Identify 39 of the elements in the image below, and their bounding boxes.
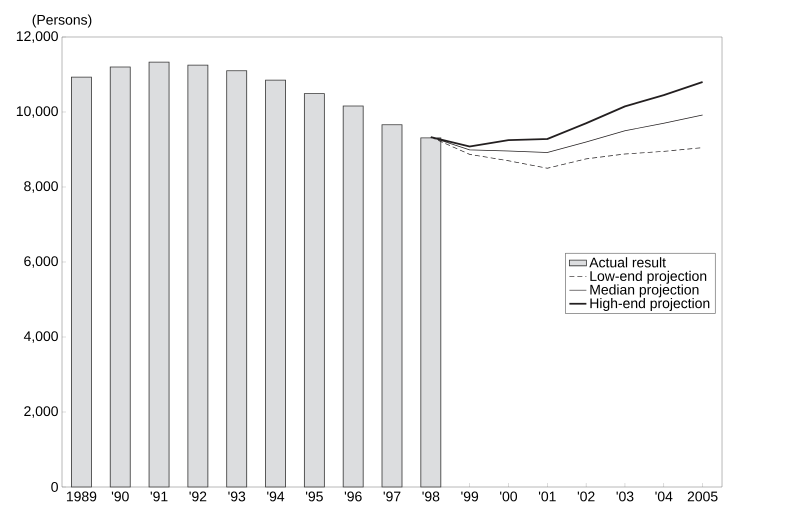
y-tick-label: 8,000 [24,181,58,193]
bar [420,137,442,488]
bar [110,66,131,488]
bar [148,62,170,488]
x-tick-label: '02 [578,492,595,502]
bar [265,80,286,488]
x-tick-label: '98 [422,492,440,502]
x-tick-label: 2005 [688,492,718,502]
bar [382,124,402,488]
bar [226,70,248,488]
legend-label: High-end projection [590,298,710,311]
bar [71,76,92,488]
x-tick-label: '96 [344,492,362,502]
y-tick-label: 12,000 [16,31,58,43]
x-tick-label: '94 [267,492,284,502]
x-tick-label: '92 [190,492,206,502]
y-tick-label: 6,000 [24,256,58,268]
x-tick-label: 1989 [66,492,96,502]
bar [342,106,364,488]
x-tick-label: '03 [616,492,634,502]
legend-label: Actual result [589,257,666,268]
x-tick-label: '01 [538,492,556,502]
x-tick-label: '91 [150,492,168,502]
y-tick-label: 0 [51,482,58,492]
y-tick-label: 10,000 [16,106,58,118]
x-tick-label: '99 [461,492,478,502]
y-axis-title: (Persons) [32,14,92,28]
x-tick-label: '97 [384,492,400,502]
x-tick-label: '93 [228,492,246,502]
x-tick-label: '95 [306,492,323,502]
legend-label: Low-end projection [590,270,706,284]
x-tick-label: '04 [655,492,672,502]
legend-label: Median projection [590,284,698,298]
x-tick-label: '00 [500,492,518,502]
bar [304,93,325,488]
bar [187,64,208,488]
y-tick-label: 2,000 [24,406,58,418]
y-tick-label: 4,000 [24,331,58,343]
x-tick-label: '90 [112,492,129,502]
